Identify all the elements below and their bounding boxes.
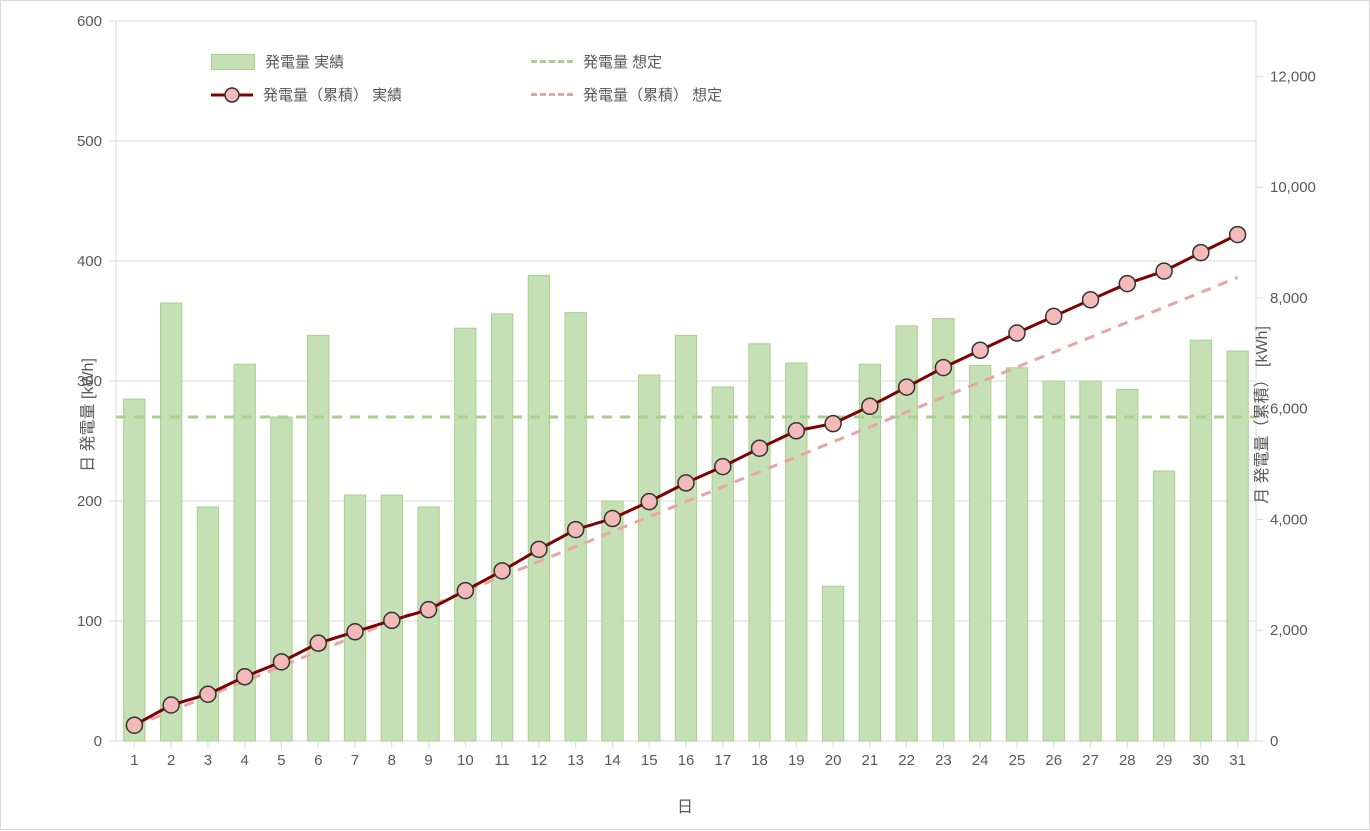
svg-text:12: 12: [531, 752, 548, 769]
svg-text:22: 22: [898, 752, 915, 769]
legend-label: 発電量（累積） 想定: [583, 84, 722, 105]
svg-text:2: 2: [167, 752, 175, 769]
svg-text:17: 17: [714, 752, 731, 769]
svg-text:600: 600: [77, 13, 102, 30]
svg-text:4,000: 4,000: [1270, 511, 1308, 528]
svg-text:27: 27: [1082, 752, 1099, 769]
svg-text:26: 26: [1045, 752, 1062, 769]
svg-text:8: 8: [388, 752, 396, 769]
svg-text:14: 14: [604, 752, 621, 769]
svg-text:6,000: 6,000: [1270, 401, 1308, 418]
svg-text:18: 18: [751, 752, 768, 769]
svg-text:8,000: 8,000: [1270, 290, 1308, 307]
svg-text:7: 7: [351, 752, 359, 769]
svg-text:1: 1: [130, 752, 138, 769]
svg-text:15: 15: [641, 752, 658, 769]
svg-text:9: 9: [424, 752, 432, 769]
svg-text:21: 21: [862, 752, 879, 769]
svg-text:500: 500: [77, 133, 102, 150]
svg-text:10: 10: [457, 752, 474, 769]
svg-text:6: 6: [314, 752, 322, 769]
svg-text:12,000: 12,000: [1270, 68, 1316, 85]
svg-text:2,000: 2,000: [1270, 622, 1308, 639]
svg-text:20: 20: [825, 752, 842, 769]
svg-text:11: 11: [494, 752, 510, 769]
legend-label: 発電量 実績: [265, 51, 344, 72]
svg-text:19: 19: [788, 752, 805, 769]
legend-item-bars-actual: 発電量 実績: [211, 51, 471, 72]
svg-text:4: 4: [241, 752, 249, 769]
legend-item-estimate-daily: 発電量 想定: [531, 51, 791, 72]
svg-text:28: 28: [1119, 752, 1136, 769]
svg-text:31: 31: [1229, 752, 1246, 769]
svg-text:25: 25: [1009, 752, 1026, 769]
legend-item-cumulative-actual: 発電量（累積） 実績: [211, 84, 471, 105]
legend-label: 発電量 想定: [583, 51, 662, 72]
legend-label: 発電量（累積） 実績: [263, 84, 402, 105]
chart-legend: 発電量 実績 発電量 想定発電量（累積） 実績 発電量（累積） 想定: [211, 51, 791, 117]
svg-text:100: 100: [77, 613, 102, 630]
svg-text:24: 24: [972, 752, 989, 769]
svg-text:400: 400: [77, 253, 102, 270]
chart-svg: 010020030040050060002,0004,0006,0008,000…: [1, 1, 1370, 831]
svg-text:10,000: 10,000: [1270, 179, 1316, 196]
svg-text:200: 200: [77, 493, 102, 510]
svg-text:23: 23: [935, 752, 952, 769]
svg-text:30: 30: [1192, 752, 1209, 769]
legend-item-cumulative-estimate: 発電量（累積） 想定: [531, 84, 791, 105]
svg-text:13: 13: [567, 752, 584, 769]
y-left-axis-title: 日 発電量 [kWh]: [74, 358, 98, 472]
y-right-axis-title: 月 発電量（累積） [kWh]: [1248, 326, 1272, 504]
svg-text:16: 16: [678, 752, 695, 769]
power-generation-chart: 日 発電量 [kWh] 月 発電量（累積） [kWh] 日 0100200300…: [0, 0, 1370, 830]
x-axis-title: 日: [677, 793, 693, 817]
svg-text:5: 5: [277, 752, 285, 769]
svg-text:3: 3: [204, 752, 212, 769]
svg-text:0: 0: [94, 733, 102, 750]
svg-text:0: 0: [1270, 733, 1278, 750]
svg-text:29: 29: [1156, 752, 1173, 769]
